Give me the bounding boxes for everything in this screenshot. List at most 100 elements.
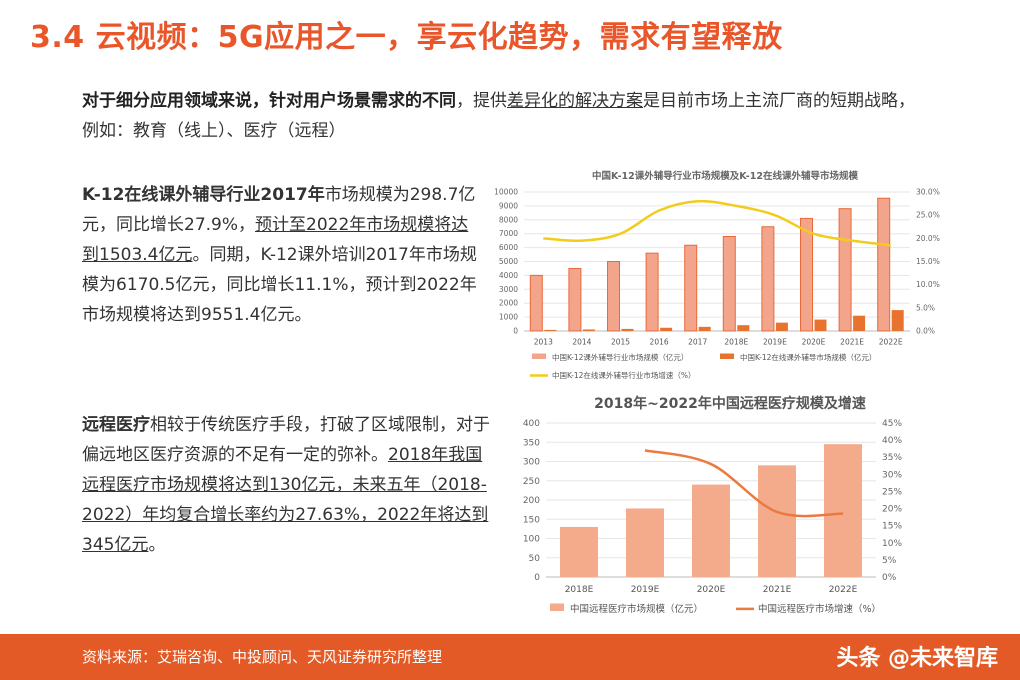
chart2-bar-1 <box>626 508 664 577</box>
chart1-bar-2 <box>775 322 788 331</box>
intro-sep-text: ，提供 <box>456 91 507 111</box>
chart2-ytick-right: 20% <box>882 505 902 515</box>
chart2-title: 2018年~2022年中国远程医疗规模及增速 <box>594 396 866 412</box>
chart1-ytick-right: 10.0% <box>916 280 940 289</box>
intro-paragraph: 对于细分应用领域来说，针对用户场景需求的不同，提供差异化的解决方案是目前市场上主… <box>82 86 922 146</box>
chart2-bar-1 <box>758 465 796 577</box>
chart2-ytick-right: 40% <box>882 436 902 446</box>
chart1-ytick-right: 15.0% <box>916 257 940 266</box>
chart2-xtick: 2022E <box>829 585 858 595</box>
chart1-bar-2 <box>891 310 904 331</box>
chart2-ytick-right: 25% <box>882 487 902 497</box>
chart1-ytick-left: 10000 <box>494 188 518 197</box>
chart2-ytick-left: 150 <box>523 515 540 525</box>
chart2-ytick-right: 30% <box>882 470 902 480</box>
chart2-ytick-left: 200 <box>523 496 540 506</box>
chart1-bar-1 <box>607 261 620 332</box>
chart2-bar-1 <box>692 484 730 577</box>
chart1-bar-1 <box>529 274 543 332</box>
chart1-ytick-left: 3000 <box>499 285 518 294</box>
intro-bold-text: 对于细分应用领域来说，针对用户场景需求的不同 <box>82 91 456 111</box>
chart1-ytick-left: 0 <box>513 327 518 336</box>
chart2-bar-1 <box>560 526 598 577</box>
remote-bold-text: 远程医疗 <box>82 415 150 435</box>
chart2-ytick-left: 400 <box>523 419 540 429</box>
chart1-ytick-left: 9000 <box>499 201 518 210</box>
chart2-ytick-right: 45% <box>882 419 902 429</box>
chart2-ytick-left: 100 <box>523 535 540 545</box>
chart2-bar-1 <box>824 444 862 577</box>
chart1-bar-1 <box>645 252 659 332</box>
chart1-bar-1 <box>761 226 775 332</box>
k12-underlined-text: 预计至2022年市场规模将达到1503.4亿元 <box>82 215 469 265</box>
chart1-bar-2 <box>853 315 866 331</box>
k12-text-1: 市场规模为298.7亿元，同比增长27.9%， <box>82 185 476 235</box>
remote-paragraph: 远程医疗相较于传统医疗手段，打破了区域限制，对于偏远地区医疗资源的不足有一定的弥… <box>82 410 492 560</box>
chart1-bar-2 <box>582 329 595 331</box>
chart1-bar-1 <box>800 217 813 332</box>
chart1-ytick-right: 30.0% <box>916 188 940 197</box>
chart1-bar-1 <box>684 244 698 332</box>
chart1-ytick-left: 7000 <box>499 229 518 238</box>
chart1-bar-2 <box>698 326 711 331</box>
chart1-xtick: 2022E <box>879 338 903 347</box>
chart1-bar-2 <box>660 327 673 331</box>
chart1-legend-label: 中国K-12课外辅导行业市场规模（亿元） <box>552 352 688 362</box>
chart1-ytick-right: 5.0% <box>916 303 935 312</box>
chart1-xtick: 2015 <box>611 338 630 347</box>
k12-paragraph: K-12在线课外辅导行业2017年市场规模为298.7亿元，同比增长27.9%，… <box>82 180 484 330</box>
chart1-ytick-left: 8000 <box>499 215 518 224</box>
chart1-legend-swatch <box>532 353 546 359</box>
chart1-xtick: 2020E <box>802 338 826 347</box>
intro-rest-text: 是目前市场上主流厂商的短期战略，例如：教育（线上）、医疗（远程） <box>82 91 915 141</box>
chart1-ytick-left: 2000 <box>499 299 518 308</box>
chart1-bar-1 <box>722 235 736 332</box>
footer-source: 资料来源：艾瑞咨询、中投顾问、天风证券研究所整理 <box>82 648 443 666</box>
chart1-legend-label: 中国K-12在线课外辅导市场规模（亿元） <box>740 352 876 362</box>
chart1-ytick-left: 1000 <box>499 313 518 322</box>
chart1-bar-2 <box>621 328 634 331</box>
telemedicine-chart: 0 50 100 150 200 250 300 350 400 0% 5% 10% 15% 20% 25%… <box>523 419 903 615</box>
chart1-ytick-left: 5000 <box>499 257 518 266</box>
chart2-legend-label: 中国远程医疗市场规模（亿元） <box>570 603 703 615</box>
chart1-ytick-left: 6000 <box>499 243 518 252</box>
chart1-legend-swatch <box>720 353 734 359</box>
chart2-ytick-right: 10% <box>882 539 902 549</box>
chart1-bar-1 <box>877 197 891 332</box>
chart1-bar-2 <box>737 325 750 331</box>
remote-text-1: 相较于传统医疗手段，打破了区域限制，对于偏远地区医疗资源的不足有一定的弥补。 <box>82 415 490 465</box>
page-title: 3.4 云视频：5G应用之一，享云化趋势，需求有望释放 <box>30 20 783 55</box>
chart2-xtick: 2019E <box>631 585 660 595</box>
chart2-ytick-left: 300 <box>523 458 540 468</box>
remote-underlined-text: 2018年我国远程医疗市场规模将达到130亿元，未来五年（2018-2022）年… <box>82 445 489 555</box>
chart2-xtick: 2018E <box>565 585 594 595</box>
chart1-xtick: 2021E <box>840 338 864 347</box>
chart2-ytick-right: 5% <box>882 556 897 566</box>
k12-bold-text: K-12在线课外辅导行业2017年 <box>82 185 325 205</box>
chart1-xtick: 2016 <box>650 338 669 347</box>
chart1-ytick-right: 0.0% <box>916 327 935 336</box>
chart2-ytick-right: 35% <box>882 453 902 463</box>
chart1-bar-1 <box>568 267 582 332</box>
chart1-xtick: 2014 <box>572 338 591 347</box>
chart1-xtick: 2017 <box>688 338 707 347</box>
chart1-xtick: 2018E <box>724 338 748 347</box>
chart2-legend-swatch <box>550 603 564 611</box>
chart1-bar-1 <box>838 208 852 332</box>
chart2-ytick-left: 250 <box>523 477 540 487</box>
chart2-line <box>644 449 844 518</box>
intro-underlined-text: 差异化的解决方案 <box>507 91 643 111</box>
chart2-ytick-right: 0% <box>882 573 897 583</box>
chart1-bar-2 <box>544 329 557 331</box>
chart1-xtick: 2013 <box>534 338 553 347</box>
chart1-ytick-left: 4000 <box>499 271 518 280</box>
k12-market-chart: 0 1000 2000 3000 4000 5000 6000 7000 8000 9000 100… <box>494 188 940 381</box>
chart1-line <box>543 199 891 247</box>
remote-text-2: 。 <box>148 535 166 555</box>
chart2-ytick-right: 15% <box>882 522 902 532</box>
watermark: 头条 @未来智库 <box>836 646 998 671</box>
chart1-legend-label: 中国K-12在线课外辅导行业市场增速（%） <box>552 370 696 380</box>
chart1-bar-2 <box>814 319 827 331</box>
footer-bar: 资料来源：艾瑞咨询、中投顾问、天风证券研究所整理 头条 @未来智库 <box>0 634 1020 680</box>
chart1-xtick: 2019E <box>763 338 787 347</box>
